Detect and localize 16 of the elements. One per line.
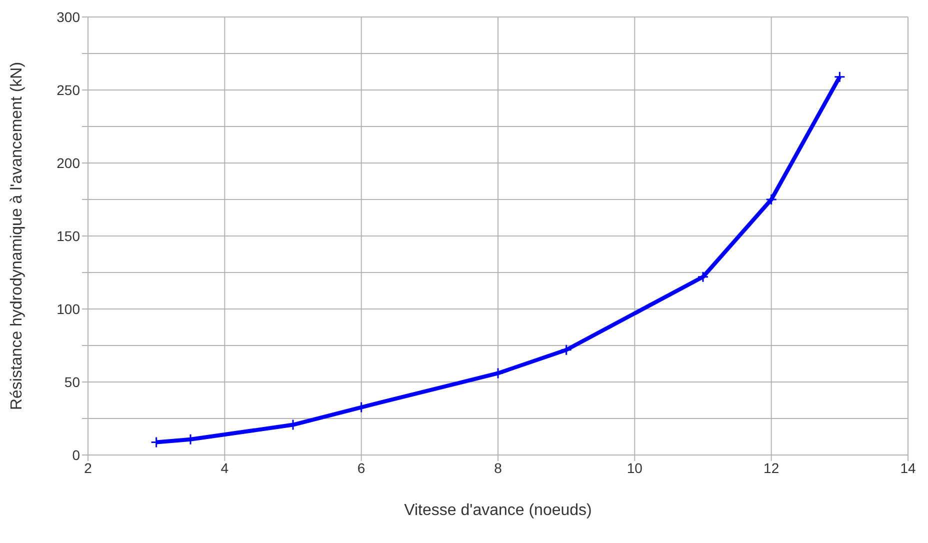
y-axis-title: Résistance hydrodynamique à l'avancement (kN) [8, 62, 26, 410]
x-axis-title: Vitesse d'avance (noeuds) [404, 502, 592, 519]
x-tick-label: 8 [494, 460, 502, 476]
x-tick-label: 14 [900, 460, 916, 476]
y-tick-label: 100 [56, 300, 80, 317]
y-tick-label: 250 [56, 82, 80, 98]
x-tick-label: 6 [357, 460, 366, 476]
y-tick-label: 150 [56, 228, 80, 244]
y-tick-label: 0 [72, 446, 80, 463]
x-tick-label: 4 [220, 460, 229, 476]
x-tick-label: 12 [764, 460, 780, 476]
y-tick-label: 50 [64, 374, 80, 390]
y-tick-label: 300 [56, 8, 80, 25]
x-tick-label: 10 [626, 460, 643, 476]
x-tick-label: 2 [84, 460, 92, 476]
y-tick-label: 200 [56, 154, 80, 171]
